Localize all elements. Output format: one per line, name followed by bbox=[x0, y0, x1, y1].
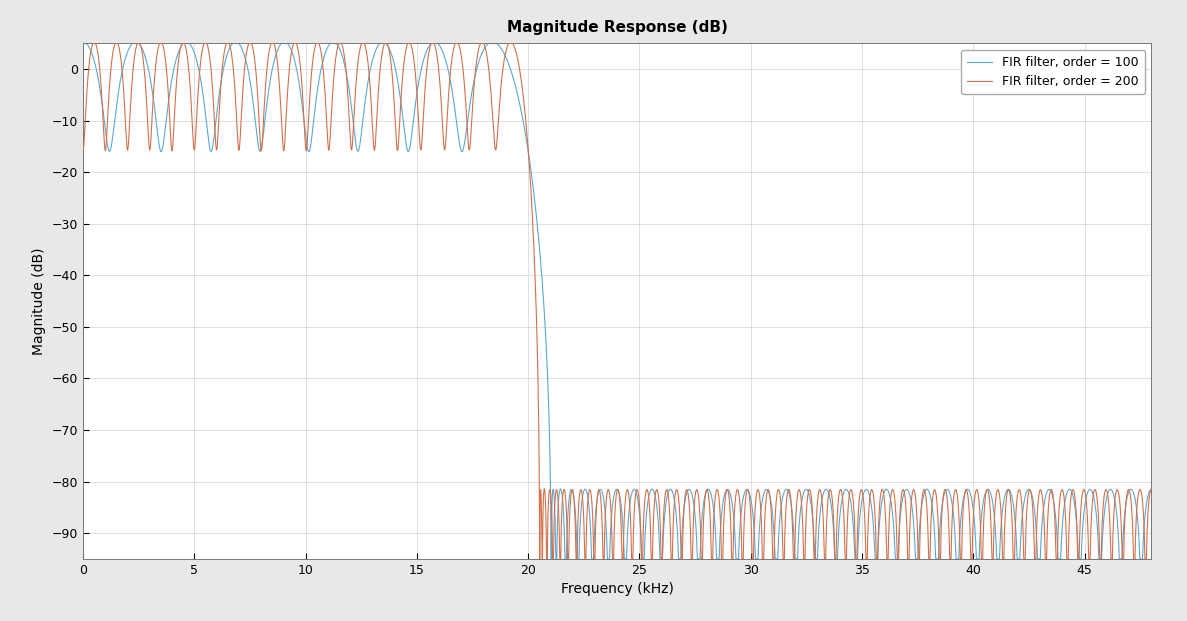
FIR filter, order = 200 bbox=[1144, 486, 1159, 493]
FIR filter, order = 200 bbox=[520, 138, 534, 145]
FIR filter, order = 100 bbox=[158, 131, 172, 138]
FIR filter, order = 100 bbox=[910, 555, 925, 563]
FIR filter, order = 200 bbox=[868, 510, 882, 518]
FIR filter, order = 100 bbox=[1144, 486, 1159, 493]
FIR filter, order = 200 bbox=[85, 40, 100, 47]
FIR filter, order = 200 bbox=[158, 49, 172, 57]
Legend: FIR filter, order = 100, FIR filter, order = 200: FIR filter, order = 100, FIR filter, ord… bbox=[961, 50, 1145, 94]
FIR filter, order = 200 bbox=[76, 146, 90, 153]
Line: FIR filter, order = 200: FIR filter, order = 200 bbox=[83, 43, 1151, 559]
FIR filter, order = 200 bbox=[1072, 555, 1086, 563]
FIR filter, order = 100 bbox=[1072, 555, 1086, 563]
FIR filter, order = 100 bbox=[76, 40, 90, 47]
FIR filter, order = 100 bbox=[520, 143, 534, 151]
Title: Magnitude Response (dB): Magnitude Response (dB) bbox=[507, 20, 728, 35]
FIR filter, order = 100 bbox=[755, 495, 769, 502]
FIR filter, order = 100 bbox=[544, 555, 558, 563]
FIR filter, order = 200 bbox=[910, 548, 925, 555]
Line: FIR filter, order = 100: FIR filter, order = 100 bbox=[83, 43, 1151, 559]
Y-axis label: Magnitude (dB): Magnitude (dB) bbox=[32, 247, 46, 355]
FIR filter, order = 200 bbox=[533, 555, 547, 563]
FIR filter, order = 100 bbox=[868, 554, 882, 561]
FIR filter, order = 200 bbox=[756, 555, 770, 563]
X-axis label: Frequency (kHz): Frequency (kHz) bbox=[560, 582, 674, 596]
